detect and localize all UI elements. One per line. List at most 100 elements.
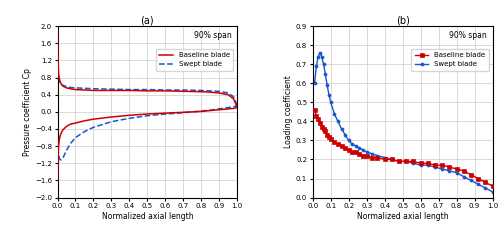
- Swept blade: [55, 148, 61, 151]
- Baseline blade: [360, 154, 366, 157]
- Baseline blade: [328, 137, 334, 140]
- Baseline blade: [353, 150, 359, 153]
- Swept blade: [346, 139, 352, 142]
- Swept blade: [230, 105, 236, 108]
- Swept blade: [360, 149, 366, 151]
- Swept blade: [490, 190, 496, 193]
- Swept blade: [54, 141, 60, 144]
- Baseline blade: [314, 114, 320, 117]
- Swept blade: [57, 159, 63, 161]
- Baseline blade: [58, 132, 64, 135]
- Swept blade: [60, 157, 66, 159]
- Swept blade: [353, 145, 359, 148]
- Baseline blade: [382, 158, 388, 161]
- Baseline blade: [338, 145, 344, 148]
- Baseline blade: [198, 110, 204, 113]
- Baseline blade: [396, 160, 402, 163]
- Baseline blade: [389, 158, 395, 161]
- Swept blade: [374, 154, 380, 157]
- Baseline blade: [72, 122, 78, 124]
- Swept blade: [108, 120, 114, 123]
- Swept blade: [72, 136, 78, 139]
- Baseline blade: [332, 141, 338, 144]
- Baseline blade: [446, 166, 452, 169]
- Baseline blade: [55, 155, 61, 158]
- Swept blade: [425, 164, 431, 167]
- Baseline blade: [162, 112, 168, 114]
- Baseline blade: [60, 129, 66, 131]
- Baseline blade: [356, 152, 362, 155]
- Line: Baseline blade: Baseline blade: [313, 109, 494, 188]
- Swept blade: [410, 162, 416, 165]
- Baseline blade: [82, 119, 87, 122]
- Baseline blade: [374, 156, 380, 159]
- Baseline blade: [346, 149, 352, 151]
- Legend: Baseline blade, Swept blade: Baseline blade, Swept blade: [411, 49, 488, 70]
- Y-axis label: Pressure coefficient Cp: Pressure coefficient Cp: [23, 68, 32, 156]
- Swept blade: [64, 149, 70, 152]
- Baseline blade: [57, 134, 63, 137]
- Baseline blade: [425, 162, 431, 165]
- Baseline blade: [54, 173, 60, 175]
- Title: (b): (b): [396, 15, 409, 25]
- Baseline blade: [418, 162, 424, 165]
- Swept blade: [198, 109, 204, 112]
- Baseline blade: [350, 150, 356, 153]
- Baseline blade: [403, 160, 409, 163]
- Baseline blade: [317, 122, 323, 125]
- Baseline blade: [454, 168, 460, 170]
- Baseline blade: [468, 173, 474, 176]
- Swept blade: [234, 104, 240, 107]
- X-axis label: Normalized axial length: Normalized axial length: [357, 212, 448, 221]
- Baseline blade: [144, 113, 150, 115]
- Swept blade: [58, 159, 64, 161]
- Baseline blade: [432, 164, 438, 167]
- Swept blade: [356, 147, 362, 149]
- Text: 90% span: 90% span: [194, 31, 232, 40]
- Baseline blade: [56, 145, 62, 148]
- Swept blade: [382, 156, 388, 159]
- Baseline blade: [67, 123, 73, 126]
- Baseline blade: [315, 118, 321, 121]
- Baseline blade: [208, 109, 214, 112]
- Baseline blade: [410, 160, 416, 163]
- Swept blade: [446, 169, 452, 172]
- Line: Baseline blade: Baseline blade: [58, 108, 238, 183]
- Baseline blade: [364, 154, 370, 157]
- Swept blade: [468, 179, 474, 182]
- Swept blade: [432, 166, 438, 169]
- Baseline blade: [320, 128, 326, 130]
- Baseline blade: [460, 169, 466, 172]
- Swept blade: [90, 126, 96, 129]
- Swept blade: [126, 117, 132, 120]
- Line: Swept blade: Swept blade: [58, 106, 238, 160]
- Swept blade: [335, 120, 341, 123]
- Text: 90% span: 90% span: [450, 31, 487, 40]
- Baseline blade: [126, 114, 132, 117]
- Baseline blade: [108, 116, 114, 119]
- Swept blade: [328, 101, 334, 104]
- Swept blade: [208, 109, 214, 112]
- Swept blade: [403, 160, 409, 163]
- Baseline blade: [180, 111, 186, 114]
- Swept blade: [482, 187, 488, 189]
- Baseline blade: [230, 107, 236, 110]
- Baseline blade: [335, 143, 341, 146]
- Swept blade: [454, 171, 460, 174]
- Swept blade: [317, 51, 323, 54]
- Title: (a): (a): [140, 15, 154, 25]
- Swept blade: [216, 107, 222, 110]
- Baseline blade: [439, 164, 445, 167]
- Swept blade: [315, 55, 321, 58]
- Swept blade: [54, 138, 60, 141]
- Swept blade: [162, 113, 168, 115]
- Baseline blade: [326, 135, 332, 138]
- Baseline blade: [482, 181, 488, 184]
- Y-axis label: Loading coefficient: Loading coefficient: [284, 75, 293, 148]
- Baseline blade: [322, 129, 328, 132]
- Swept blade: [322, 72, 328, 75]
- Baseline blade: [216, 108, 222, 111]
- Line: Swept blade: Swept blade: [313, 51, 494, 193]
- Baseline blade: [54, 181, 60, 184]
- Swept blade: [56, 157, 62, 159]
